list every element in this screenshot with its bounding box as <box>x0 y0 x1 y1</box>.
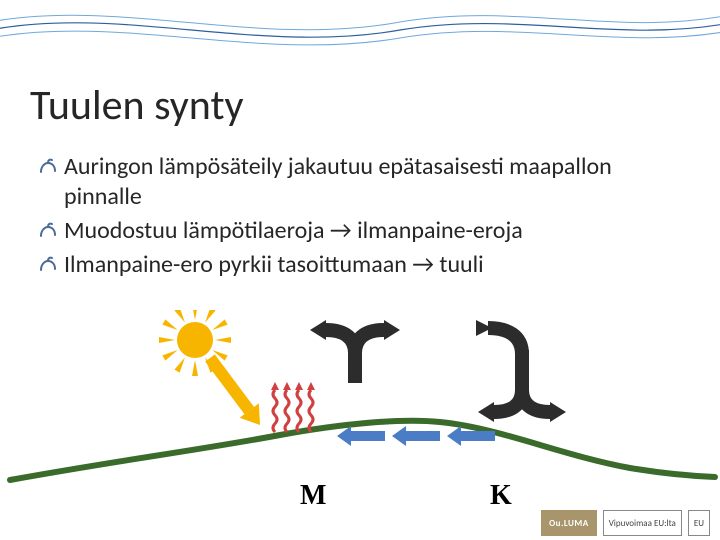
rising-air-icon <box>310 320 400 383</box>
bullet-swirl-icon <box>38 222 58 240</box>
heat-wave-arrow <box>271 382 279 390</box>
zone-label-k: K <box>490 480 512 512</box>
eu-logo: EU <box>688 510 710 536</box>
wind-arrow <box>392 426 440 446</box>
bullet-swirl-icon <box>38 158 58 176</box>
bullet-item: Muodostuu lämpötilaeroja → ilmanpaine-er… <box>38 216 690 246</box>
heat-wave-arrow <box>283 382 291 390</box>
footer-logos: Ou.LUMA Vipuvoimaa EU:lta EU <box>541 510 710 536</box>
sponsor-logo: Vipuvoimaa EU:lta <box>603 510 682 536</box>
bullet-list: Auringon lämpösäteily jakautuu epätasais… <box>38 152 690 284</box>
wind-diagram <box>0 310 720 540</box>
ground-curve <box>10 421 715 480</box>
bullet-swirl-icon <box>38 256 58 274</box>
bullet-text: Muodostuu lämpötilaeroja → ilmanpaine-er… <box>64 216 690 246</box>
ouluma-logo: Ou.LUMA <box>541 510 597 536</box>
zone-label-m: M <box>300 480 326 512</box>
bullet-text: Ilmanpaine-ero pyrkii tasoittumaan → tuu… <box>64 250 690 280</box>
bullet-text: Auringon lämpösäteily jakautuu epätasais… <box>64 152 690 212</box>
wave-outer <box>0 22 720 37</box>
descending-air-icon <box>476 320 566 422</box>
bullet-item: Ilmanpaine-ero pyrkii tasoittumaan → tuu… <box>38 250 690 280</box>
bullet-item: Auringon lämpösäteily jakautuu epätasais… <box>38 152 690 212</box>
slide-title: Tuulen synty <box>30 80 244 131</box>
wave-inner-1 <box>0 30 720 45</box>
heat-wave-arrow <box>295 382 303 390</box>
heat-wave <box>285 390 289 432</box>
sun-ray-arrow <box>200 351 269 432</box>
heat-wave <box>309 390 313 432</box>
heat-wave <box>297 390 301 432</box>
heat-wave <box>273 390 277 432</box>
header-waves <box>0 0 720 70</box>
wave-inner-2 <box>0 14 720 30</box>
wind-arrow <box>337 426 385 446</box>
heat-wave-arrow <box>307 382 315 390</box>
